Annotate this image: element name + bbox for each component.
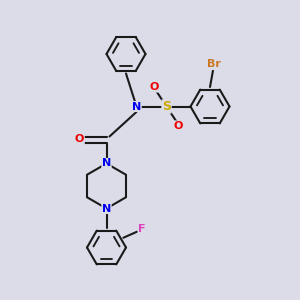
Text: O: O	[150, 82, 159, 92]
Text: N: N	[102, 158, 111, 169]
Text: Br: Br	[207, 59, 220, 70]
Text: N: N	[102, 203, 111, 214]
Text: S: S	[162, 100, 171, 113]
Text: O: O	[75, 134, 84, 145]
Text: O: O	[174, 121, 183, 131]
Text: F: F	[138, 224, 146, 234]
Text: N: N	[132, 101, 141, 112]
